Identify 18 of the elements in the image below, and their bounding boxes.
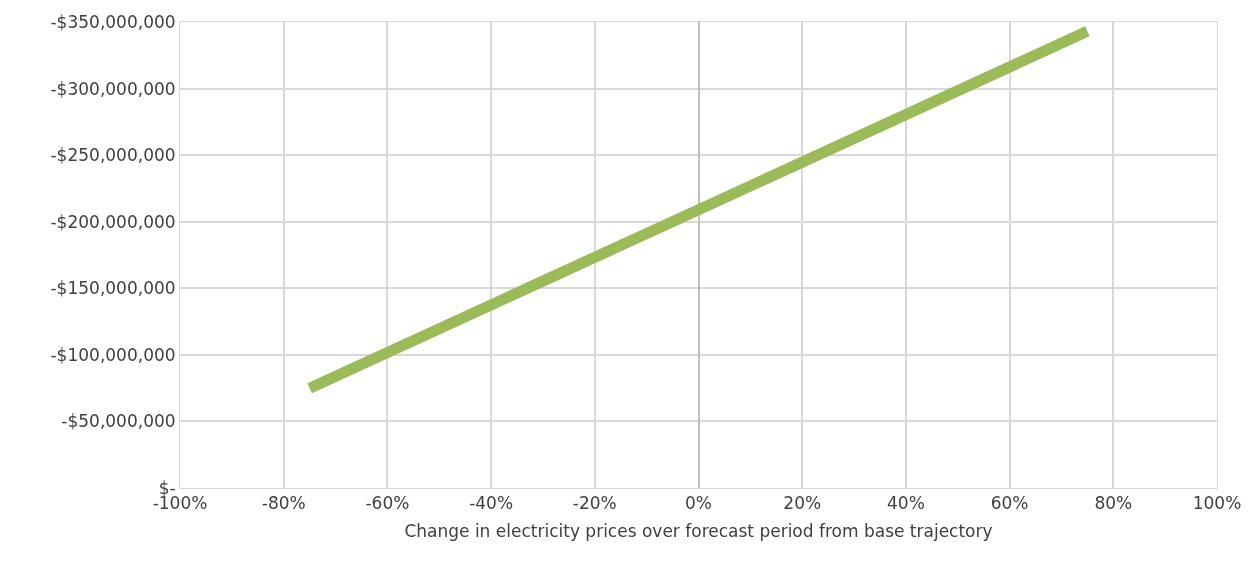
- y-tick-label: -$50,000,000: [61, 411, 176, 432]
- y-tick-label: -$300,000,000: [50, 78, 176, 99]
- y-tick-label: -$200,000,000: [50, 211, 176, 232]
- x-tick-label: -20%: [572, 493, 617, 514]
- x-tick-label: -40%: [469, 493, 514, 514]
- y-tick-label: -$100,000,000: [50, 344, 176, 365]
- x-axis-title: Change in electricity prices over forecast period from base trajectory: [404, 520, 993, 541]
- x-tick-label: 60%: [990, 493, 1029, 514]
- y-tick-label: -$350,000,000: [50, 11, 176, 32]
- x-tick-label: 40%: [887, 493, 925, 514]
- x-tick-label: -60%: [365, 493, 410, 514]
- x-tick-label: 100%: [1192, 493, 1242, 514]
- y-tick-label: -$150,000,000: [50, 278, 176, 299]
- x-tick-label: 80%: [1094, 493, 1133, 514]
- x-tick-label: 0%: [685, 493, 712, 514]
- x-tick-label: -80%: [261, 493, 306, 514]
- x-tick-label: 20%: [783, 493, 822, 514]
- y-tick-label: -$250,000,000: [50, 145, 176, 166]
